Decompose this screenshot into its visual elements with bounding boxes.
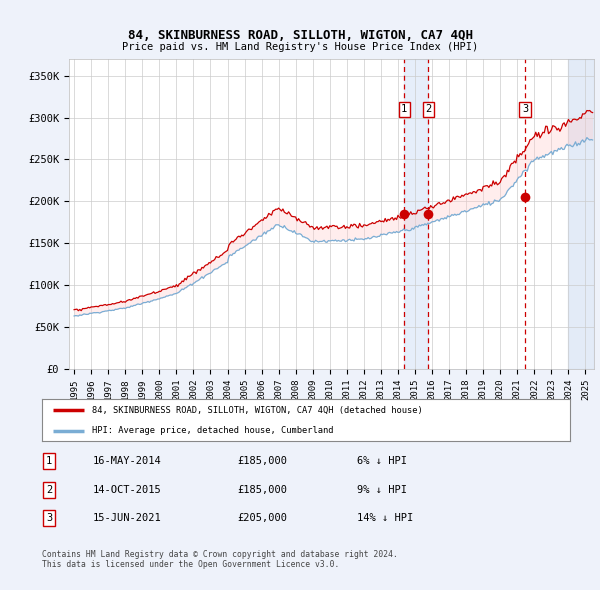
Text: £205,000: £205,000	[237, 513, 287, 523]
Text: £185,000: £185,000	[237, 485, 287, 494]
Text: Contains HM Land Registry data © Crown copyright and database right 2024.
This d: Contains HM Land Registry data © Crown c…	[42, 550, 398, 569]
Text: 14-OCT-2015: 14-OCT-2015	[93, 485, 162, 494]
Text: 14% ↓ HPI: 14% ↓ HPI	[357, 513, 413, 523]
Text: 1: 1	[401, 104, 407, 114]
Text: 6% ↓ HPI: 6% ↓ HPI	[357, 457, 407, 466]
Text: 3: 3	[46, 513, 52, 523]
Text: HPI: Average price, detached house, Cumberland: HPI: Average price, detached house, Cumb…	[92, 426, 334, 435]
Text: 2: 2	[425, 104, 431, 114]
Text: 2: 2	[46, 485, 52, 494]
Text: 84, SKINBURNESS ROAD, SILLOTH, WIGTON, CA7 4QH (detached house): 84, SKINBURNESS ROAD, SILLOTH, WIGTON, C…	[92, 406, 423, 415]
Text: 16-MAY-2014: 16-MAY-2014	[93, 457, 162, 466]
Text: 84, SKINBURNESS ROAD, SILLOTH, WIGTON, CA7 4QH: 84, SKINBURNESS ROAD, SILLOTH, WIGTON, C…	[128, 29, 473, 42]
Text: 3: 3	[522, 104, 528, 114]
Text: 1: 1	[46, 457, 52, 466]
Text: 9% ↓ HPI: 9% ↓ HPI	[357, 485, 407, 494]
Bar	[404, 59, 428, 369]
Text: Price paid vs. HM Land Registry's House Price Index (HPI): Price paid vs. HM Land Registry's House …	[122, 42, 478, 52]
Bar	[568, 59, 594, 369]
Text: 15-JUN-2021: 15-JUN-2021	[93, 513, 162, 523]
Text: £185,000: £185,000	[237, 457, 287, 466]
